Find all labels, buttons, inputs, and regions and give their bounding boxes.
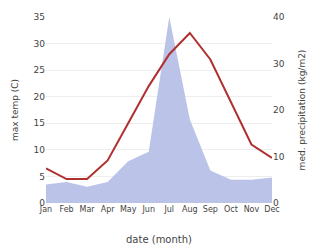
svg-text:Dec: Dec [264,205,279,214]
svg-text:35: 35 [34,12,45,22]
svg-text:0: 0 [39,198,45,208]
svg-text:10: 10 [34,145,46,155]
svg-text:Aug: Aug [182,205,198,214]
svg-text:5: 5 [39,172,45,182]
svg-text:40: 40 [273,12,285,22]
svg-text:max temp (C): max temp (C) [10,79,20,141]
svg-text:Feb: Feb [59,205,73,214]
svg-text:30: 30 [34,39,46,49]
svg-text:med. precipitation (kg/m2): med. precipitation (kg/m2) [297,50,307,171]
svg-text:15: 15 [34,118,45,128]
svg-text:date (month): date (month) [126,234,192,245]
svg-text:Nov: Nov [244,205,260,214]
svg-text:Jul: Jul [163,205,174,214]
svg-text:May: May [120,205,137,214]
svg-text:10: 10 [273,152,285,162]
svg-text:20: 20 [273,105,285,115]
svg-text:25: 25 [34,65,45,75]
svg-text:0: 0 [273,198,279,208]
svg-text:Apr: Apr [101,205,116,214]
svg-text:30: 30 [273,59,285,69]
svg-text:20: 20 [34,92,46,102]
svg-text:Sep: Sep [203,205,218,214]
svg-text:Mar: Mar [80,205,96,214]
svg-text:Jan: Jan [39,205,52,214]
svg-text:Jun: Jun [141,205,155,214]
svg-text:Oct: Oct [224,205,238,214]
